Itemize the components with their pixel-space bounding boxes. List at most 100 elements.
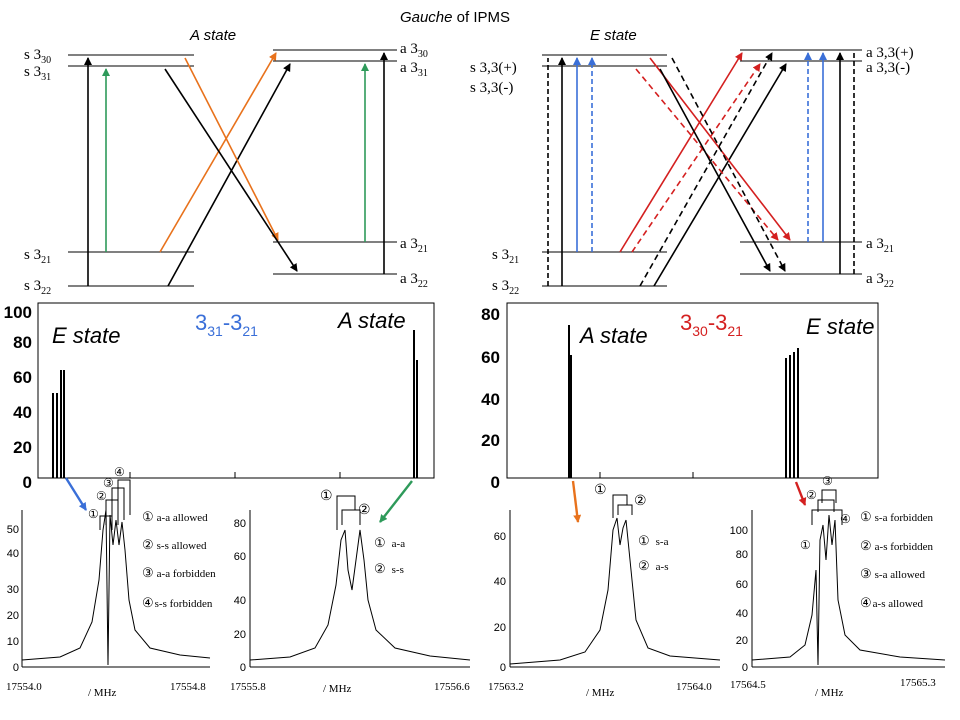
svg-text:20: 20: [736, 635, 748, 647]
transition-s330-a321: [184, 57, 279, 241]
spectrum-right: 0 20 40 60 80 A state E state 330-321: [481, 302, 879, 492]
a-state-level-diagram: [68, 49, 397, 287]
svg-text:①: ①: [320, 487, 333, 503]
svg-text:②: ②: [358, 501, 371, 517]
svg-text:30: 30: [7, 584, 19, 596]
svg-text:②s-s allowed: ② s-s allowed: [142, 537, 207, 552]
zoom1-x-left: 17554.0: [6, 681, 42, 693]
spectrum-left-yticks: 0 20 40 60 80 100: [4, 303, 32, 492]
label-e-a321: a 321: [866, 236, 894, 255]
title-rest: of IPMS: [453, 9, 511, 26]
transition-s331-a322: [164, 68, 298, 272]
svg-text:20: 20: [494, 622, 506, 634]
transition-e-s33m-a322: [659, 68, 771, 272]
svg-text:20: 20: [7, 610, 19, 622]
zoom3-yticks: 0 20 40 60: [494, 531, 506, 674]
svg-text:60: 60: [736, 579, 748, 591]
zoom1-brackets: [99, 479, 131, 530]
zoom1-trace: [21, 509, 211, 666]
svg-text:③a-a forbidden: ③ a-a forbidden: [142, 565, 216, 580]
svg-text:20: 20: [13, 438, 32, 457]
label-e-s321: s 321: [492, 247, 519, 266]
svg-text:60: 60: [234, 551, 246, 563]
zoom4-yticks: 0 20 40 60 80 100: [730, 525, 748, 674]
svg-text:②a-s forbidden: ② a-s forbidden: [860, 538, 933, 553]
a-state-heading: A state: [189, 27, 236, 44]
e-state-transitions: [547, 52, 855, 287]
svg-text:①: ①: [800, 538, 811, 552]
zoom1-x-right: 17554.8: [170, 681, 206, 693]
a-state-level-labels: s 330 s 331 s 321 s 322 a 330 a 331 a 32…: [24, 41, 428, 297]
spectrum-left-frame: [37, 302, 435, 479]
svg-text:②: ②: [96, 489, 107, 503]
title-italic: Gauche: [400, 9, 453, 26]
spectrum-left-a-label: A state: [336, 308, 406, 333]
svg-text:80: 80: [234, 518, 246, 530]
svg-text:0: 0: [240, 662, 246, 674]
label-a330: a 330: [400, 41, 428, 60]
zoom4-trace: [751, 514, 946, 666]
svg-text:④a-s allowed: ④a-s allowed: [860, 595, 924, 610]
svg-text:①s-a forbidden: ① s-a forbidden: [860, 509, 933, 524]
svg-text:20: 20: [234, 629, 246, 641]
svg-text:60: 60: [494, 531, 506, 543]
label-a33p: a 3,3(+): [866, 45, 914, 61]
zoom2-brackets: [336, 495, 361, 530]
zoom4-x-left: 17564.5: [730, 679, 766, 691]
zoom3-legend: ① s-a ② a-s: [638, 533, 669, 573]
zoom3-markers: ① ②: [594, 481, 647, 508]
zoom-panel-4: 0 20 40 60 80 100 ① ② ③ ④ ① s-a forbidden…: [730, 474, 946, 699]
svg-text:①s-a: ① s-a: [638, 533, 669, 548]
svg-text:40: 40: [13, 403, 32, 422]
svg-text:40: 40: [494, 576, 506, 588]
svg-text:80: 80: [13, 333, 32, 352]
spectrum-right-xticks: [599, 472, 787, 478]
label-s331: s 331: [24, 64, 51, 83]
svg-text:③: ③: [822, 474, 833, 488]
transition-e-s322-a33m: [653, 63, 787, 287]
zoom4-unit: / MHz: [815, 687, 844, 699]
svg-text:②a-s: ② a-s: [638, 558, 668, 573]
zoom3-trace: [509, 517, 721, 665]
svg-text:40: 40: [736, 608, 748, 620]
zoom2-x-left: 17555.8: [230, 681, 266, 693]
e-state-level-labels: s 3,3(+) s 3,3(-) s 321 s 322 a 3,3(+) a…: [470, 45, 914, 297]
svg-text:40: 40: [7, 548, 19, 560]
zoom2-legend: ① a-a ② s-s: [374, 535, 405, 576]
spectrum-left-transition-label: 331-321: [195, 310, 258, 339]
svg-text:②: ②: [806, 488, 817, 502]
zoom2-unit: / MHz: [323, 683, 352, 695]
svg-text:0: 0: [742, 662, 748, 674]
zoom3-brackets: [612, 494, 633, 518]
zoom2-yticks: 0 20 40 60 80: [234, 518, 246, 674]
svg-text:60: 60: [481, 348, 500, 367]
zoom1-legend: ① a-a allowed ② s-s allowed ③ a-a forbidden…: [142, 509, 216, 610]
svg-text:①a-a: ① a-a: [374, 535, 405, 550]
spectrum-right-e-label: E state: [806, 314, 874, 339]
svg-text:20: 20: [481, 431, 500, 450]
label-s330: s 330: [24, 47, 51, 66]
transition-s321-a330: [159, 52, 277, 253]
spectrum-right-a-label: A state: [578, 323, 648, 348]
svg-text:40: 40: [481, 390, 500, 409]
spectrum-left-peaks: [52, 330, 418, 478]
e-state-level-diagram: [542, 49, 862, 287]
zoom4-x-right: 17565.3: [900, 677, 936, 689]
svg-text:③: ③: [103, 476, 114, 490]
svg-text:60: 60: [13, 368, 32, 387]
svg-text:①: ①: [88, 507, 99, 521]
zoom1-yticks: 0 10 20 30 40 50: [7, 524, 19, 674]
svg-text:①: ①: [594, 481, 607, 497]
transition-e-s321-a33m: [631, 63, 761, 253]
zoom2-x-right: 17556.6: [434, 681, 470, 693]
zoom1-unit: / MHz: [88, 687, 117, 699]
svg-text:④s-s forbidden: ④s-s forbidden: [142, 595, 213, 610]
transition-e-s321-a33p: [619, 52, 743, 253]
svg-text:0: 0: [23, 473, 32, 492]
spectrum-left: 0 20 40 60 80 100 E state A state 331-32…: [4, 302, 435, 492]
svg-text:80: 80: [481, 305, 500, 324]
svg-text:0: 0: [13, 662, 19, 674]
zoom3-x-right: 17564.0: [676, 681, 712, 693]
zoom4-legend: ① s-a forbidden ② a-s forbidden ③ s-a allow…: [860, 509, 933, 610]
label-a322: a 322: [400, 271, 428, 290]
